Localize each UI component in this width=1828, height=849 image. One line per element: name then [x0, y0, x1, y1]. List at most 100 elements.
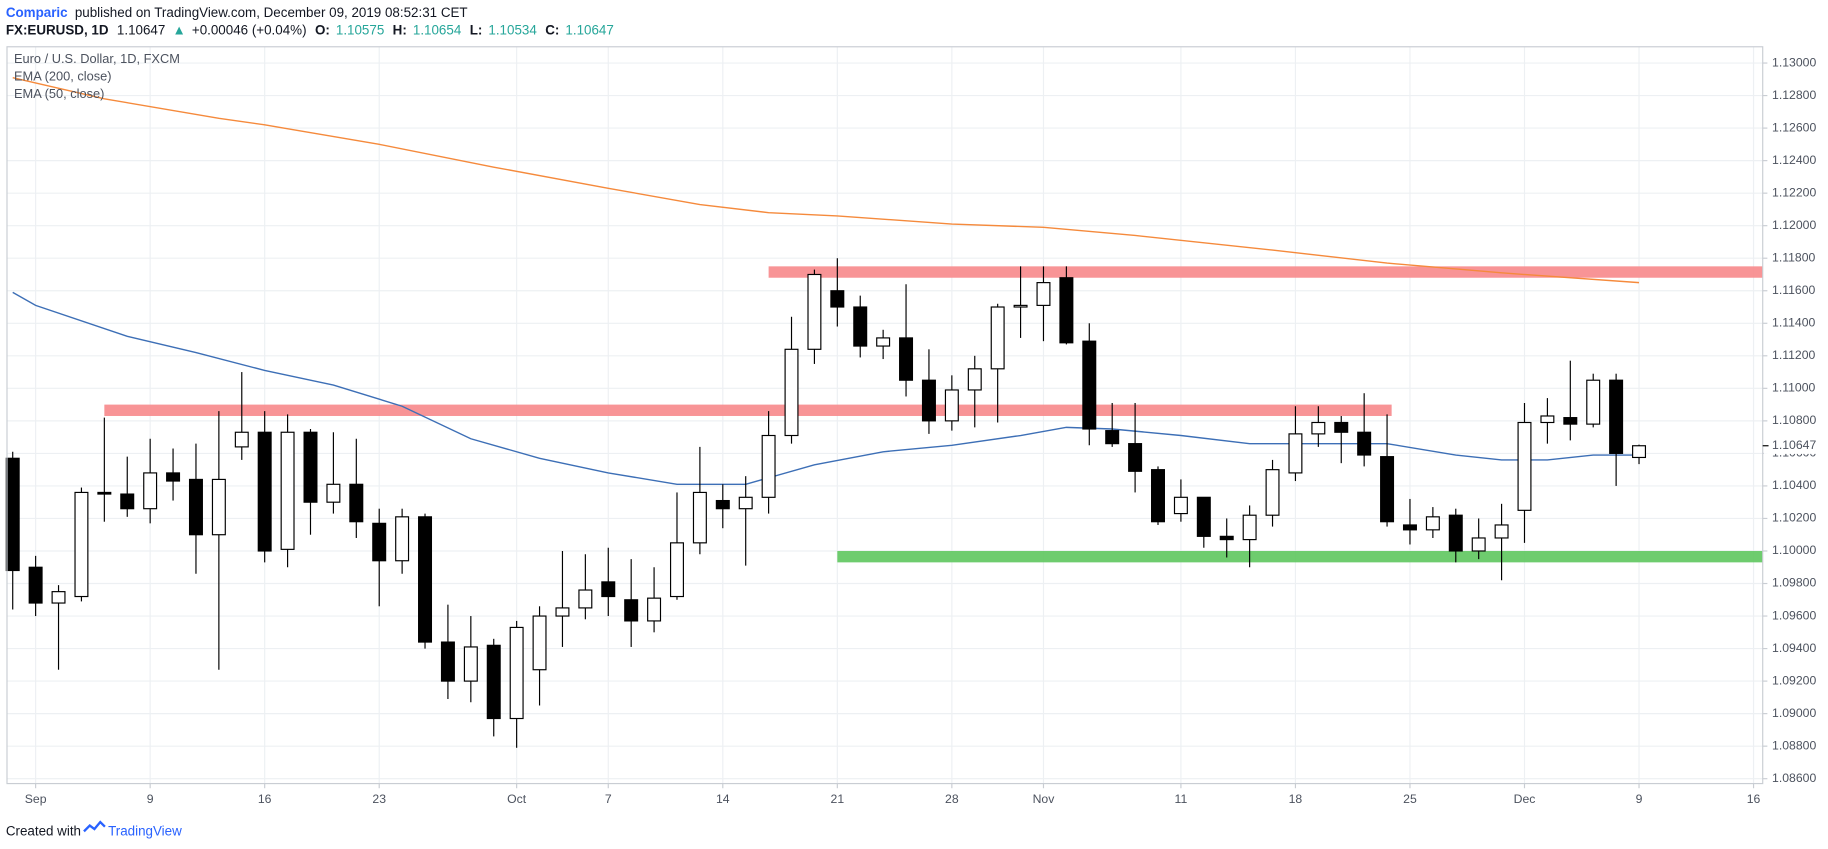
candle-body	[1196, 496, 1211, 537]
zone	[768, 266, 1763, 278]
candle-body	[1311, 421, 1326, 435]
candle-body	[967, 368, 982, 391]
candle-body	[97, 491, 112, 495]
y-tick-label: 1.12600	[1772, 120, 1816, 134]
brand[interactable]: TradingView	[108, 823, 182, 838]
candle-body	[1494, 524, 1509, 539]
last-price: 1.10647	[117, 22, 165, 37]
y-tick-label: 1.09400	[1772, 641, 1816, 655]
candle-body	[692, 491, 707, 544]
candle-body	[1357, 431, 1372, 456]
candle-body	[990, 306, 1005, 370]
y-tick-label: 1.13000	[1772, 55, 1816, 69]
candle-body	[395, 516, 410, 562]
x-tick-label: 9	[147, 792, 154, 806]
candle-body	[440, 641, 455, 682]
close-value: 1.10647	[565, 22, 613, 37]
candle-body	[1059, 277, 1074, 344]
candle-body	[761, 434, 776, 498]
y-tick-label: 1.11600	[1772, 283, 1816, 297]
candle-body	[601, 581, 616, 598]
symbol-line: FX:EURUSD, 1D 1.10647 ▲ +0.00046 (+0.04%…	[6, 22, 614, 37]
y-tick-label: 1.12200	[1772, 185, 1816, 199]
y-tick-label: 1.11800	[1772, 250, 1816, 264]
candle-body	[211, 478, 226, 536]
candle-body	[784, 348, 799, 437]
y-tick-label: 1.08800	[1772, 738, 1816, 752]
y-tick-label: 1.08600	[1772, 771, 1816, 785]
legend: EMA (200, close) EMA (50, close)	[14, 68, 112, 100]
candle-body	[1402, 524, 1417, 531]
legend-title: Euro / U.S. Dollar, 1D, FXCM	[14, 51, 180, 66]
candle-body	[1517, 421, 1532, 511]
candle-body	[624, 599, 639, 622]
zone	[104, 404, 1392, 416]
candle-body	[257, 431, 272, 552]
candle-body	[1632, 445, 1647, 459]
zone	[837, 550, 1763, 563]
candle-body	[1013, 304, 1028, 308]
candle-body	[647, 597, 662, 622]
x-tick-label: Sep	[25, 792, 47, 806]
high-label: H:	[393, 22, 407, 37]
y-tick-label: 1.09600	[1772, 608, 1816, 622]
x-tick-label: Nov	[1033, 792, 1056, 806]
candle-body	[876, 337, 891, 347]
candle-body	[1242, 514, 1257, 541]
legend-entry: EMA (200, close)	[14, 68, 112, 83]
candle-body	[1380, 456, 1395, 523]
x-tick-label: 23	[372, 792, 386, 806]
y-tick-label: 1.10200	[1772, 511, 1816, 525]
y-tick-label: 1.12800	[1772, 88, 1816, 102]
ema-line	[12, 76, 1640, 284]
change-arrow: ▲	[173, 22, 186, 37]
candle-body	[1540, 415, 1555, 424]
candle-body	[1586, 379, 1601, 425]
x-tick-label: 16	[258, 792, 272, 806]
candle-body	[234, 431, 249, 448]
y-tick-label: 1.10800	[1772, 413, 1816, 427]
candle-body	[1082, 340, 1097, 430]
candle-body	[1173, 496, 1188, 515]
candle-body	[349, 483, 364, 523]
x-tick-label: 28	[945, 792, 959, 806]
candle-body	[509, 626, 524, 720]
plot-area	[5, 46, 1763, 784]
x-tick-label: 9	[1636, 792, 1643, 806]
x-tick-label: 14	[716, 792, 730, 806]
x-tick-label: 11	[1175, 792, 1188, 806]
y-tick-label: 1.11200	[1772, 348, 1816, 362]
candle-body	[830, 290, 845, 308]
author[interactable]: Comparic	[6, 5, 68, 20]
price-label-box	[1763, 437, 1827, 454]
x-tick-label: 7	[605, 792, 612, 806]
candle-body	[1448, 514, 1463, 552]
y-tick-label: 1.09000	[1772, 706, 1816, 720]
candle-body	[188, 478, 203, 536]
y-tick-label: 1.11400	[1772, 316, 1816, 330]
candle-body	[280, 431, 295, 550]
x-tick-label: 16	[1747, 792, 1761, 806]
y-tick-label: 1.11000	[1772, 381, 1816, 395]
publish-line: Comparic published on TradingView.com, D…	[6, 5, 468, 20]
candle-body	[326, 483, 341, 503]
candle-body	[5, 457, 20, 572]
candle-body	[166, 472, 181, 482]
brand-logo	[83, 820, 106, 833]
candle-body	[899, 337, 914, 381]
candle-body	[738, 496, 753, 510]
close-label: C:	[545, 22, 559, 37]
plot-frame	[6, 46, 1764, 785]
change: +0.00046 (+0.04%)	[192, 22, 307, 37]
candle-body	[1471, 537, 1486, 552]
x-tick-label: 21	[831, 792, 845, 806]
high-value: 1.10654	[413, 22, 462, 37]
y-tick-label: 1.10400	[1772, 478, 1816, 492]
candle-body	[578, 589, 593, 609]
y-tick-label: 1.09800	[1772, 576, 1816, 590]
legend-entry: EMA (50, close)	[14, 86, 104, 101]
candle-body	[463, 646, 478, 682]
candle-body	[715, 499, 730, 510]
candle-body	[372, 522, 387, 562]
y-tick-label: 1.09200	[1772, 673, 1816, 687]
